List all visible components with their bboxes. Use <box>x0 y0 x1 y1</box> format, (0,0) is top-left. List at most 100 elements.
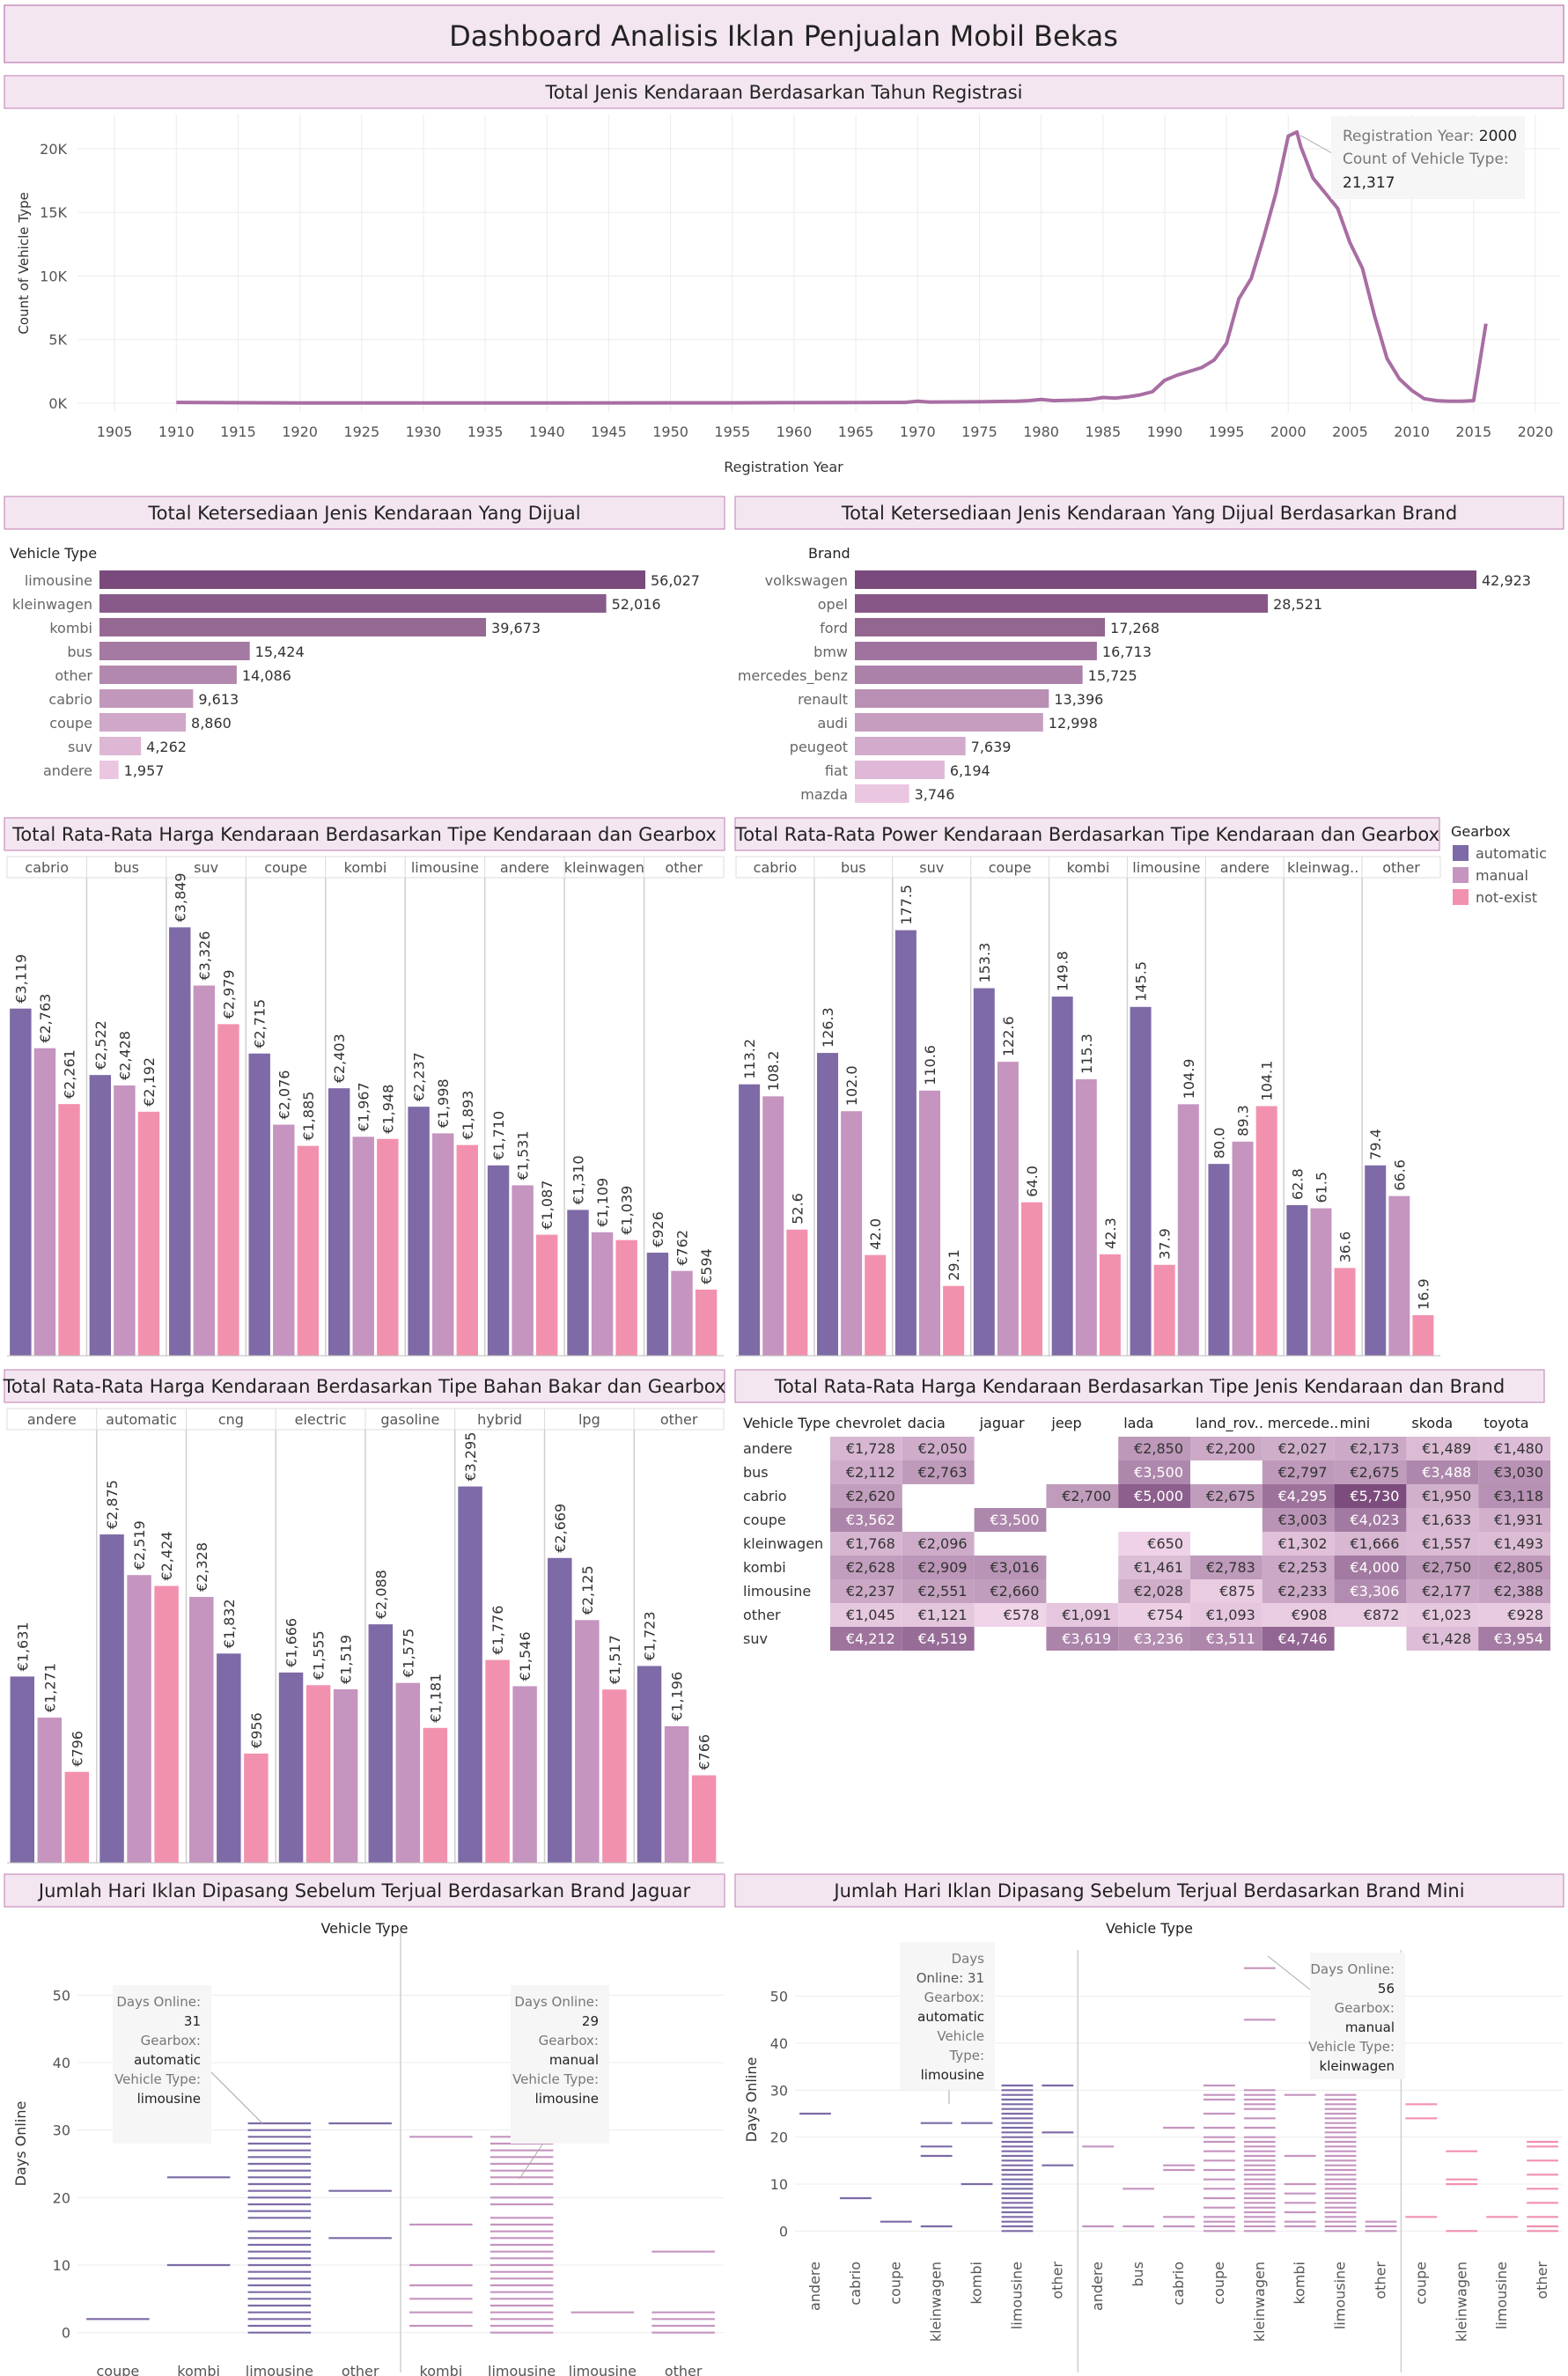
value-label: €3,295 <box>462 1432 479 1482</box>
value-label: €1,948 <box>379 1085 396 1134</box>
bar <box>456 1144 478 1356</box>
heatmap-cell <box>830 1460 902 1484</box>
value-label: €1,196 <box>669 1672 686 1721</box>
heatmap-cell <box>1118 1484 1190 1508</box>
value-label: €1,666 <box>283 1618 300 1667</box>
tooltip-line: automatic <box>917 2009 984 2025</box>
tooltip-line: Days Online: <box>1310 1961 1395 1977</box>
facet-label: cabrio <box>25 859 69 876</box>
price-by-fuel-type-chart: Total Rata-Rata Harga Kendaraan Berdasar… <box>3 1369 725 1864</box>
heatmap-cell <box>1190 1627 1262 1651</box>
bar <box>485 1659 510 1863</box>
heatmap-cell <box>1262 1460 1335 1484</box>
chart-title-box <box>4 496 725 530</box>
value-label: 42,923 <box>1482 572 1531 589</box>
value-label: €1,967 <box>356 1082 372 1131</box>
heatmap-cell <box>1190 1603 1262 1627</box>
legend-label-not-exist[interactable]: not-exist <box>1476 889 1537 906</box>
column-header: mercede.. <box>1268 1415 1338 1431</box>
tooltip-line: Vehicle Type: <box>114 2071 201 2087</box>
value-label: €2,328 <box>194 1542 210 1592</box>
x-tick-label: 1950 <box>652 423 688 440</box>
row-label: limousine <box>743 1583 811 1600</box>
bar <box>89 1075 112 1356</box>
x-tick-label: 1940 <box>529 423 565 440</box>
bar <box>244 1753 269 1863</box>
category-label: cabrio <box>48 691 92 708</box>
chart-title: Jumlah Hari Iklan Dipasang Sebelum Terju… <box>37 1880 691 1902</box>
bar <box>1232 1141 1254 1356</box>
y-tick-label: 0 <box>779 2223 788 2240</box>
tooltip-line: manual <box>1345 2019 1395 2035</box>
facet-header-cell <box>735 856 815 879</box>
value-label: €926 <box>650 1211 666 1247</box>
value-label: €1,776 <box>490 1606 506 1655</box>
heatmap-value: €1,633 <box>1422 1512 1471 1528</box>
value-label: 12,998 <box>1049 715 1098 732</box>
bar <box>1130 1006 1152 1356</box>
heatmap-value: €1,666 <box>1350 1535 1399 1552</box>
facet-header-cell <box>1204 856 1285 879</box>
bar <box>217 1653 241 1863</box>
value-label: €796 <box>69 1731 85 1767</box>
value-label: 14,086 <box>242 667 291 684</box>
bar <box>855 618 1106 636</box>
bar <box>408 1107 430 1356</box>
value-label: €1,109 <box>594 1178 611 1227</box>
heatmap-value: €3,118 <box>1494 1488 1543 1504</box>
chart-title: Total Ketersediaan Jenis Kendaraan Yang … <box>841 503 1457 524</box>
legend-label-automatic[interactable]: automatic <box>1476 845 1547 862</box>
facet-label: other <box>665 859 703 876</box>
heatmap-value: €2,675 <box>1206 1488 1255 1504</box>
column-header: Brand <box>808 545 850 562</box>
facet-header-cell <box>1126 856 1206 879</box>
facet-header-cell <box>404 856 486 879</box>
legend-swatch-not-exist[interactable] <box>1453 889 1469 905</box>
value-label: €1,555 <box>311 1630 328 1680</box>
y-tick-label: 0K <box>48 395 67 412</box>
category-label: coupe <box>49 715 92 732</box>
heatmap-cell <box>1118 1627 1190 1651</box>
bar <box>1412 1314 1434 1356</box>
facet-label: other <box>1382 859 1420 876</box>
legend-swatch-manual[interactable] <box>1453 867 1469 883</box>
bar <box>973 988 995 1356</box>
legend-label-manual[interactable]: manual <box>1476 867 1528 884</box>
x-tick-label: 1930 <box>406 423 442 440</box>
heatmap-value: €2,177 <box>1422 1583 1471 1600</box>
bar <box>37 1718 63 1863</box>
chart-title-box <box>4 1369 725 1403</box>
heatmap-value: €3,488 <box>1422 1464 1471 1481</box>
category-label: kleinwagen <box>12 596 92 613</box>
value-label: 153.3 <box>976 943 993 983</box>
value-label: €2,237 <box>411 1052 428 1101</box>
heatmap-cell <box>1406 1627 1479 1651</box>
gearbox-legend[interactable]: Gearbox automatic manual not-exist <box>1451 823 1547 906</box>
facet-label: kleinwagen <box>564 859 644 876</box>
bar <box>855 737 966 755</box>
value-label: €1,710 <box>490 1111 507 1160</box>
facet-label: andere <box>500 859 549 876</box>
heatmap-value: €3,003 <box>1278 1512 1328 1528</box>
heatmap-value: €2,797 <box>1278 1464 1328 1481</box>
x-tick-label: bus <box>1130 2262 1146 2287</box>
heatmap-value: €3,030 <box>1494 1464 1543 1481</box>
bar <box>10 1676 35 1863</box>
facet-header-cell <box>6 1408 98 1431</box>
facet-header-cell <box>1283 856 1363 879</box>
y-tick-label: 40 <box>53 2055 70 2071</box>
x-tick-label: 1990 <box>1147 423 1183 440</box>
category-label: audi <box>817 715 848 732</box>
value-label: 17,268 <box>1110 620 1159 636</box>
bar <box>33 1048 56 1356</box>
legend-swatch-automatic[interactable] <box>1453 845 1469 861</box>
bar <box>278 1672 304 1863</box>
value-label: €2,669 <box>552 1504 569 1553</box>
heatmap-cell <box>1118 1556 1190 1579</box>
bar <box>997 1062 1019 1356</box>
category-label: renault <box>798 691 848 708</box>
tooltip-line: 56 <box>1378 1981 1395 1997</box>
heatmap-value: €2,233 <box>1278 1583 1328 1600</box>
x-tick-label: 1995 <box>1209 423 1245 440</box>
bar <box>193 985 216 1356</box>
